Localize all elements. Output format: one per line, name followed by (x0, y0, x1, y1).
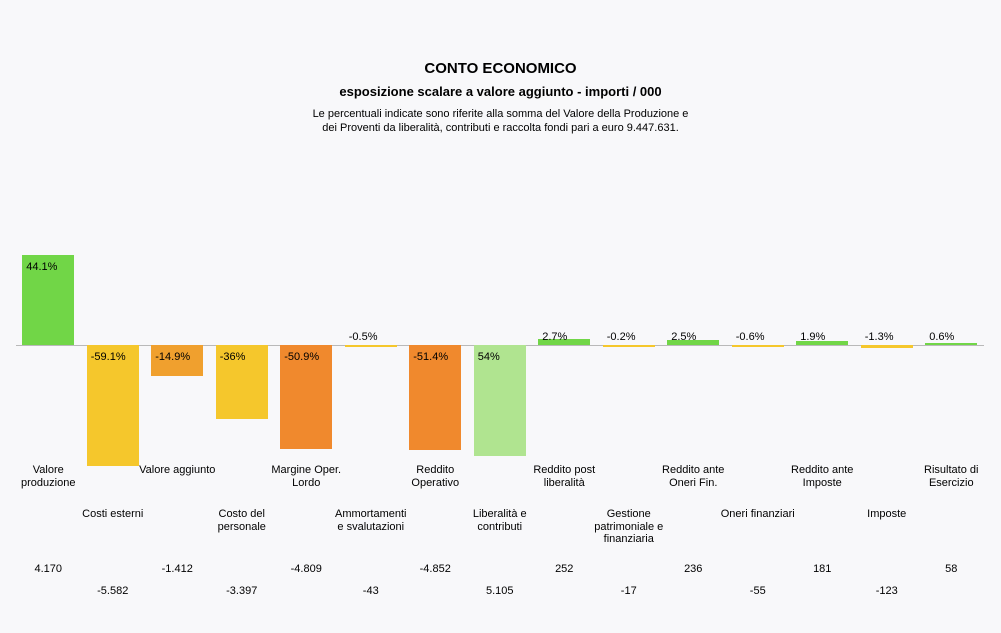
bar-pct-costi-esterni: -59.1% (91, 351, 135, 363)
bar-pct-reddito-post-lib: 2.7% (542, 331, 567, 343)
bar-costi-esterni (87, 345, 139, 466)
value-reddito-ante-oneri: 236 (655, 563, 732, 575)
chart-caption: Le percentuali indicate sono riferite al… (0, 108, 1001, 136)
bar-pct-gestione-patr: -0.2% (607, 331, 636, 343)
category-margine-oper-lordo: Margine Oper. Lordo (268, 464, 345, 489)
category-reddito-ante-imp: Reddito ante Imposte (784, 464, 861, 489)
chart-title: CONTO ECONOMICO (0, 60, 1001, 77)
waterfall-chart: 44.1% -59.1% -14.9% -36% -50.9% -0.5% -51.4% 54… (16, 230, 984, 446)
category-reddito-operativo: Reddito Operativo (397, 464, 474, 489)
bar-pct-valore-aggiunto: -14.9% (155, 351, 199, 363)
value-valore-produzione: 4.170 (10, 563, 87, 575)
category-oneri-finanziari: Oneri finanziari (720, 508, 797, 521)
bar-ammortamenti (345, 345, 397, 347)
bar-imposte (861, 345, 913, 348)
bar-pct-ammortamenti: -0.5% (349, 331, 378, 343)
bar-pct-valore-produzione: 44.1% (26, 261, 70, 273)
bar-pct-reddito-ante-imp: 1.9% (800, 331, 825, 343)
category-valore-produzione: Valore produzione (10, 464, 87, 489)
category-costi-esterni: Costi esterni (75, 508, 152, 521)
bar-gestione-patr (603, 345, 655, 347)
value-costo-personale: -3.397 (204, 585, 281, 597)
bar-pct-liberalita: 54% (478, 351, 522, 363)
value-reddito-operativo: -4.852 (397, 563, 474, 575)
bar-pct-oneri-finanziari: -0.6% (736, 331, 765, 343)
value-valore-aggiunto: -1.412 (139, 563, 216, 575)
bar-oneri-finanziari (732, 345, 784, 347)
value-oneri-finanziari: -55 (720, 585, 797, 597)
bar-risultato-esercizio (925, 343, 977, 345)
bar-pct-risultato-esercizio: 0.6% (929, 331, 954, 343)
category-risultato-esercizio: Risultato di Esercizio (913, 464, 990, 489)
value-gestione-patr: -17 (591, 585, 668, 597)
category-ammortamenti: Ammortamenti e svalutazioni (333, 508, 410, 533)
category-reddito-post-lib: Reddito post liberalità (526, 464, 603, 489)
category-reddito-ante-oneri: Reddito ante Oneri Fin. (655, 464, 732, 489)
value-costi-esterni: -5.582 (75, 585, 152, 597)
value-imposte: -123 (849, 585, 926, 597)
value-liberalita: 5.105 (462, 585, 539, 597)
category-imposte: Imposte (849, 508, 926, 521)
category-valore-aggiunto: Valore aggiunto (139, 464, 216, 477)
value-reddito-post-lib: 252 (526, 563, 603, 575)
value-ammortamenti: -43 (333, 585, 410, 597)
bar-pct-imposte: -1.3% (865, 331, 894, 343)
page-root: CONTO ECONOMICO esposizione scalare a va… (0, 0, 1001, 633)
category-liberalita: Liberalità e contributi (462, 508, 539, 533)
bar-pct-reddito-ante-oneri: 2.5% (671, 331, 696, 343)
chart-subtitle: esposizione scalare a valore aggiunto - … (0, 84, 1001, 99)
category-gestione-patr: Gestione patrimoniale e finanziaria (591, 508, 668, 546)
category-costo-personale: Costo del personale (204, 508, 281, 533)
value-reddito-ante-imp: 181 (784, 563, 861, 575)
bar-pct-margine-oper-lordo: -50.9% (284, 351, 328, 363)
bar-pct-costo-personale: -36% (220, 351, 264, 363)
value-margine-oper-lordo: -4.809 (268, 563, 345, 575)
bar-pct-reddito-operativo: -51.4% (413, 351, 457, 363)
value-risultato-esercizio: 58 (913, 563, 990, 575)
